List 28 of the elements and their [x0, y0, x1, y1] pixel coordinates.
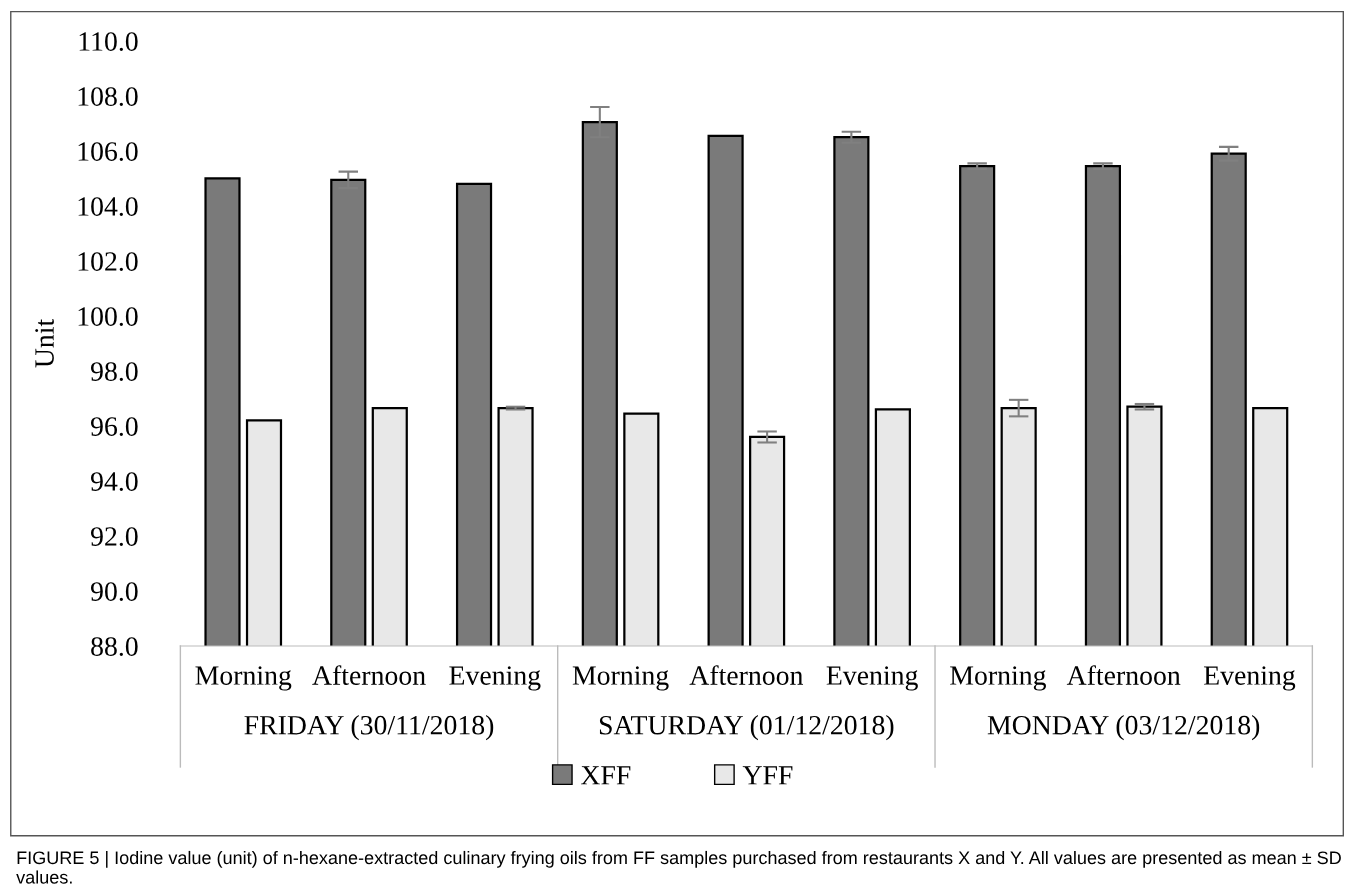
- y-tick-label: 104.0: [78, 197, 138, 217]
- text: SATURDAY (01/12/2018): [599, 715, 894, 741]
- text: FRIDAY (30/11/2018): [244, 715, 494, 741]
- y-axis-title: Unit: [35, 318, 54, 368]
- legend-label: XFF: [580, 766, 631, 785]
- y-tick-label: 102.0: [78, 252, 138, 272]
- y-tick-label: 96.0: [90, 417, 138, 437]
- y-tick-label: 100.0: [78, 307, 138, 327]
- x-tick-label: Morning: [950, 666, 1046, 691]
- x-tick-label: Evening: [1203, 666, 1296, 691]
- y-tick-label: 88.0: [91, 637, 138, 657]
- x-tick-label: Evening: [449, 666, 541, 691]
- x-tick-label: Afternoon: [689, 665, 804, 685]
- y-tick-label: 98.0: [90, 362, 138, 382]
- x-tick-label: Afternoon: [1066, 665, 1181, 685]
- x-tick-label: Evening: [826, 666, 918, 691]
- text: MONDAY (03/12/2018): [987, 715, 1260, 741]
- x-tick-label: Afternoon: [312, 665, 426, 685]
- legend-label: YFF: [742, 766, 793, 785]
- y-tick-label: 110.0: [79, 32, 138, 52]
- y-tick-label: 108.0: [78, 87, 138, 107]
- x-tick-label: Morning: [195, 666, 292, 691]
- x-tick-label: Morning: [572, 666, 669, 691]
- caption: FIGURE 5 | Iodine value (unit) of n-hexane-extracted culinary frying oils from FF samples purchased from restaurants X and Y. All values are presented as mean ± SD values.: [16, 850, 1341, 884]
- y-tick-label: 92.0: [90, 527, 138, 547]
- y-tick-label: 94.0: [90, 472, 138, 492]
- y-tick-label: 90.0: [90, 582, 138, 602]
- y-tick-label: 106.0: [78, 142, 138, 162]
